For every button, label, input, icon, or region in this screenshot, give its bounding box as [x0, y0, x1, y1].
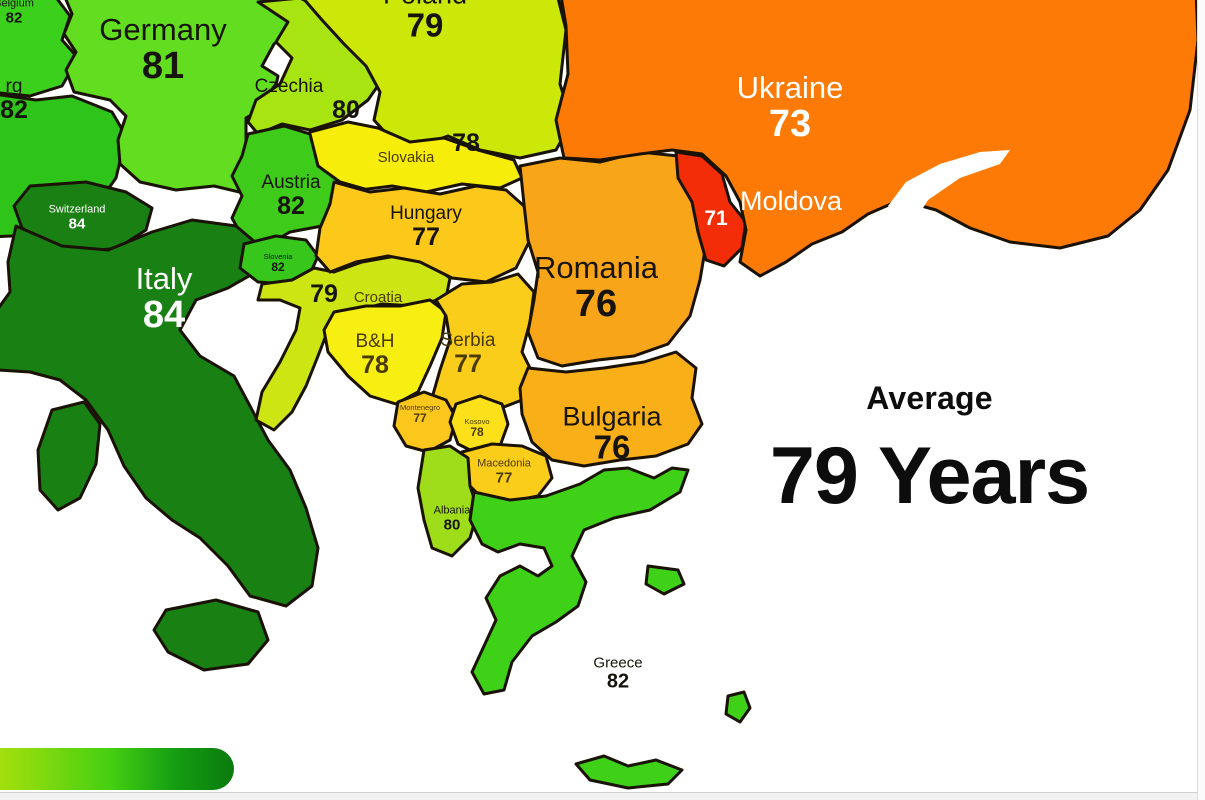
region-greece-island-1[interactable]	[644, 564, 686, 596]
color-scale-gradient	[0, 748, 234, 790]
region-greece[interactable]	[468, 466, 690, 696]
region-montenegro[interactable]	[392, 390, 458, 454]
region-greece-island-crete[interactable]	[574, 754, 684, 790]
region-bosnia[interactable]	[322, 298, 448, 406]
region-black-sea-inlet[interactable]	[888, 150, 1010, 220]
region-italy-sardinia[interactable]	[36, 400, 102, 512]
region-ukraine[interactable]	[554, 0, 1200, 278]
region-albania[interactable]	[416, 444, 480, 558]
region-bulgaria[interactable]	[518, 350, 704, 468]
bottom-divider	[0, 792, 1205, 800]
region-italy-sicily[interactable]	[152, 598, 270, 672]
region-greece-island-2[interactable]	[724, 690, 752, 724]
right-divider	[1197, 0, 1205, 800]
